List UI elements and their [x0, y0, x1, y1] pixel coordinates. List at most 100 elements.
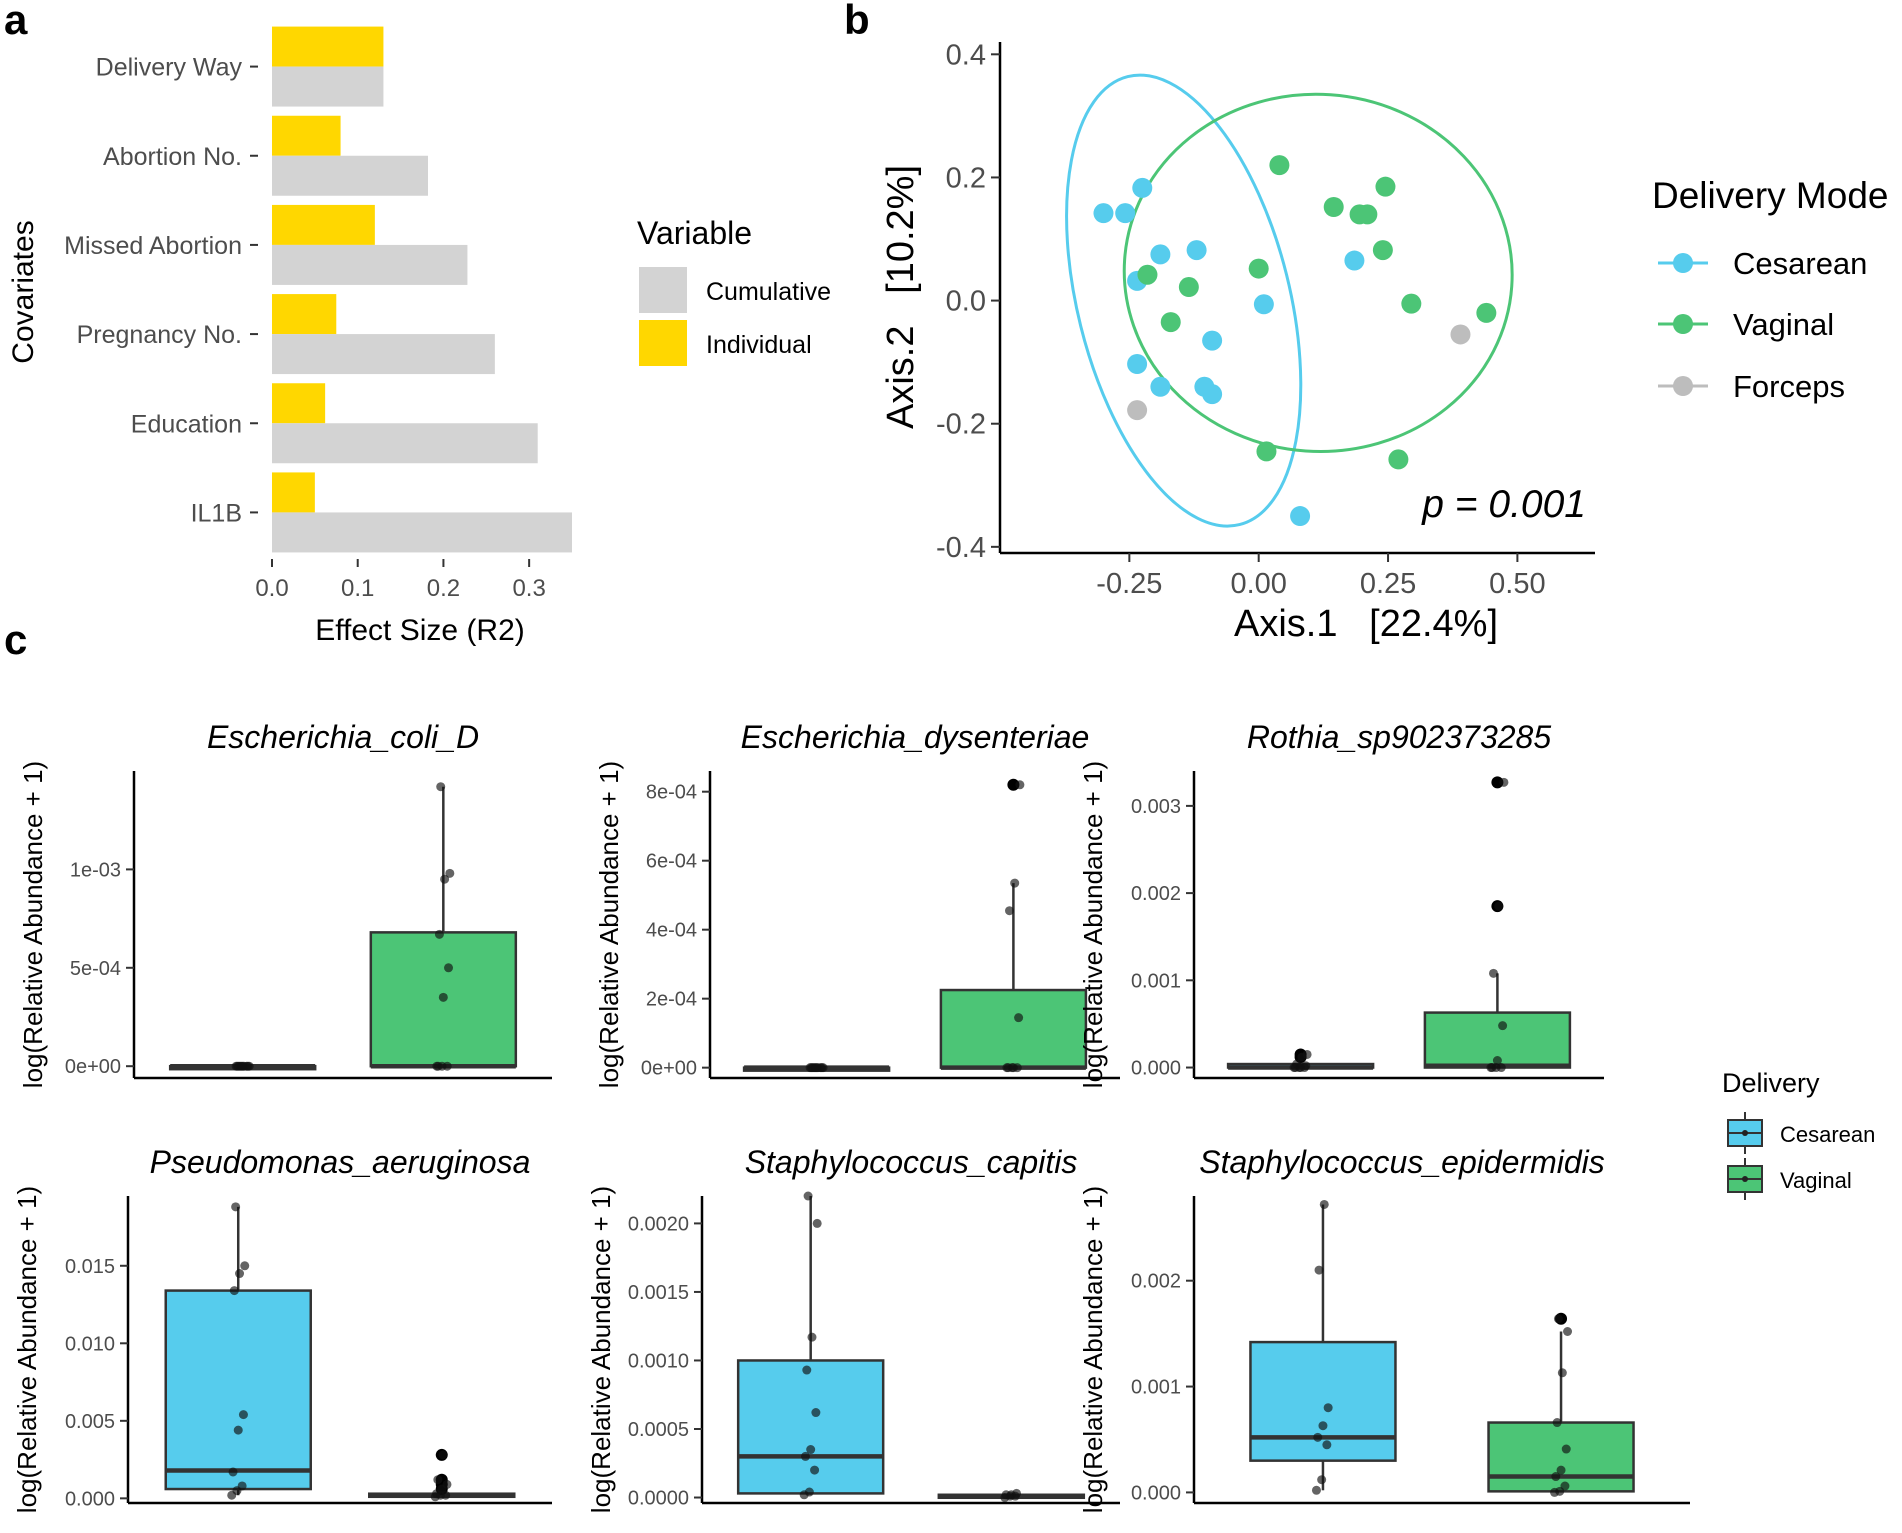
jitter-point-cesarean	[1323, 1403, 1333, 1413]
y-tick-label: Education	[131, 410, 242, 438]
x-tick-label: 0.50	[1489, 568, 1545, 600]
y-tick-label: 8e-04	[646, 782, 697, 804]
point-vaginal	[1256, 441, 1277, 462]
jitter-point-cesarean	[235, 1061, 245, 1071]
y-tick-label: 0.003	[1131, 796, 1181, 818]
jitter-point-vaginal	[1553, 1314, 1563, 1324]
panel-b-ylabel: Axis.2 [10.2%]	[880, 165, 922, 429]
jitter-point-cesarean	[1319, 1199, 1329, 1209]
bar-cumulative-il1b	[272, 512, 572, 553]
legend-key-cesarean-dot	[1673, 253, 1693, 273]
point-cesarean	[1202, 330, 1223, 351]
y-tick-label: 2e-04	[646, 989, 697, 1011]
jitter-point-cesarean	[240, 1261, 250, 1271]
point-vaginal	[1372, 240, 1393, 261]
y-tick-label: 0.0020	[628, 1213, 689, 1235]
jitter-point-vaginal	[1560, 1481, 1570, 1491]
legend-key-forceps-dot	[1673, 376, 1693, 396]
y-tick-label: 0.2	[946, 162, 986, 194]
jitter-point-cesarean	[802, 1365, 812, 1375]
point-cesarean	[1186, 240, 1207, 261]
y-tick-label: 0e+00	[65, 1056, 121, 1078]
point-cesarean	[1093, 203, 1114, 224]
bar-individual-pregnancy-no	[272, 294, 337, 335]
bar-individual-education	[272, 383, 326, 424]
jitter-point-vaginal	[1496, 1063, 1506, 1073]
jitter-point-vaginal	[1557, 1368, 1567, 1378]
confidence-ellipse-cesarean	[1065, 73, 1303, 528]
jitter-point-vaginal	[434, 929, 444, 939]
jitter-point-vaginal	[444, 963, 454, 973]
jitter-point-cesarean	[1311, 1485, 1321, 1495]
x-tick-label: 0.3	[512, 575, 545, 602]
jitter-point-vaginal	[1552, 1418, 1562, 1428]
jitter-point-vaginal	[1551, 1472, 1561, 1482]
jitter-point-vaginal	[1499, 777, 1509, 787]
y-tick-label: 0.000	[65, 1488, 115, 1510]
box-vaginal	[939, 988, 1088, 1069]
jitter-point-cesarean	[800, 1451, 810, 1461]
point-forceps	[1127, 400, 1148, 421]
legend-key-vaginal-point	[1742, 1176, 1748, 1182]
y-tick-label: 0.015	[65, 1256, 115, 1278]
panel-a-ticks: Delivery Way Abortion No. Missed Abortion P…	[64, 54, 546, 602]
point-vaginal	[1248, 258, 1269, 279]
jitter-point-vaginal	[442, 1479, 452, 1489]
confidence-ellipse-vaginal	[1122, 92, 1514, 453]
jitter-point-cesarean	[812, 1218, 822, 1228]
y-tick-label: 0.001	[1131, 970, 1181, 992]
bar-cumulative-pregnancy-no	[272, 334, 495, 375]
jitter-point-cesarean	[807, 1332, 817, 1342]
jitter-point-vaginal	[1008, 1063, 1018, 1073]
panel-b-xlabel: Axis.1 [22.4%]	[1234, 603, 1498, 645]
panel-label-c: c	[4, 616, 27, 663]
panel-c-legend-title: Delivery	[1722, 1068, 1820, 1098]
panel-title: Rothia_sp902373285	[1247, 719, 1551, 755]
point-vaginal	[1375, 176, 1396, 197]
jitter-point-cesarean	[228, 1467, 238, 1477]
y-tick-label: -0.4	[936, 532, 986, 564]
jitter-point-vaginal	[433, 1061, 443, 1071]
jitter-point-vaginal	[1015, 780, 1025, 790]
point-vaginal	[1160, 312, 1181, 333]
point-forceps	[1450, 324, 1471, 345]
jitter-point-vaginal	[1010, 878, 1020, 888]
bar-individual-abortion-no	[272, 115, 341, 156]
x-tick-label: -0.25	[1096, 568, 1162, 600]
jitter-point-cesarean	[818, 1063, 828, 1073]
panel-label-b: b	[844, 0, 870, 43]
boxplot-panel-rothia-sp902373285: Rothia_sp902373285 log(Relative Abundance…	[1078, 719, 1604, 1088]
box-cesarean	[736, 1359, 885, 1495]
y-tick-label: 0e+00	[641, 1058, 697, 1080]
panel-c-legend-label-vaginal: Vaginal	[1780, 1168, 1852, 1193]
point-vaginal	[1476, 302, 1497, 323]
point-vaginal	[1323, 196, 1344, 217]
legend-label-forceps: Forceps	[1733, 369, 1845, 404]
legend-key-cesarean-point	[1742, 1130, 1748, 1136]
box-cesarean	[1249, 1340, 1397, 1462]
jitter-point-vaginal	[436, 782, 446, 792]
jitter-point-cesarean	[1318, 1421, 1328, 1431]
outlier-point-vaginal	[1491, 776, 1504, 789]
panel-b-legend-title: Delivery Mode	[1652, 175, 1888, 216]
y-tick-label: 5e-04	[70, 958, 121, 980]
y-tick-label: 0.0010	[628, 1350, 689, 1372]
jitter-point-vaginal	[1489, 968, 1498, 978]
y-tick-label: 0.0000	[628, 1488, 689, 1510]
jitter-point-cesarean	[1301, 1061, 1311, 1071]
point-cesarean	[1150, 244, 1171, 265]
panel-a-xlabel: Effect Size (R2)	[315, 614, 525, 647]
point-cesarean	[1202, 384, 1223, 405]
jitter-point-cesarean	[233, 1425, 243, 1435]
boxplot-panel-staphylococcus-epidermidis: Staphylococcus_epidermidis log(Relative A…	[1078, 1144, 1690, 1513]
y-tick-label: 0.010	[65, 1333, 115, 1355]
jitter-point-vaginal	[433, 1475, 443, 1485]
jitter-point-cesarean	[229, 1286, 239, 1296]
panel-label-a: a	[4, 0, 28, 43]
box-vaginal	[1487, 1421, 1635, 1493]
panel-title: Staphylococcus_epidermidis	[1199, 1144, 1605, 1180]
jitter-point-cesarean	[811, 1408, 821, 1418]
legend-key-vaginal-dot	[1673, 314, 1693, 334]
panel-a-bars	[272, 26, 572, 553]
